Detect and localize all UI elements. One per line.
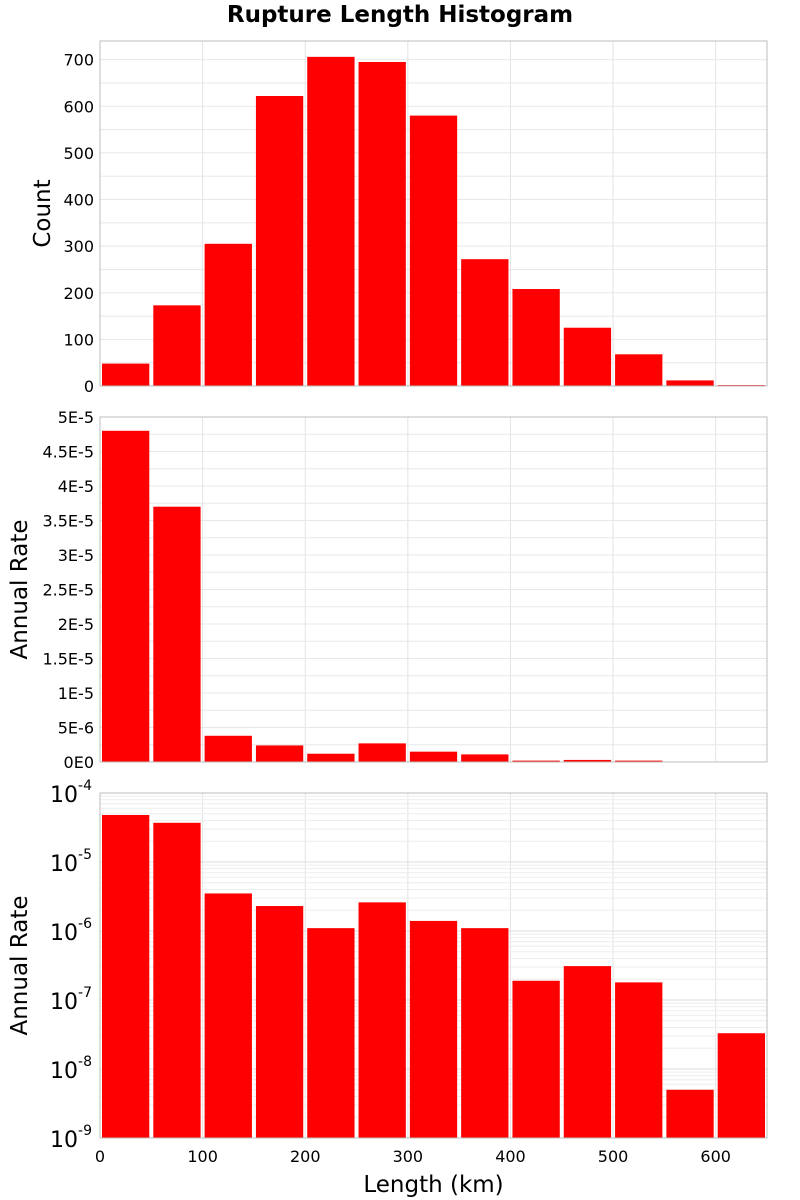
y-tick-exponent: -5	[78, 847, 92, 863]
panel-1: 0 100 200 300 400 500 600 700 Count	[30, 40, 768, 396]
bar	[204, 735, 252, 762]
y-tick-label: 0E0	[64, 753, 94, 772]
bar	[615, 354, 663, 386]
bar	[666, 1089, 714, 1138]
y-tick-label: 2E-5	[58, 615, 94, 634]
bar	[153, 506, 201, 762]
y-tick-exponent: -4	[78, 778, 92, 794]
y-tick-label: 5E-5	[58, 408, 94, 427]
bar	[204, 243, 252, 386]
bar	[461, 928, 509, 1138]
bar	[717, 1033, 765, 1138]
bar	[255, 906, 304, 1138]
y-tick-label: 0	[84, 377, 94, 396]
y-tick-label: 600	[63, 97, 94, 116]
y-tick-label: 1.5E-5	[42, 650, 94, 669]
bar	[512, 289, 560, 386]
y-axis-label: Count	[30, 179, 56, 247]
x-tick-label: 100	[187, 1147, 218, 1166]
y-tick-label: 3.5E-5	[42, 512, 94, 531]
y-tick-label: 10-9	[50, 1123, 92, 1153]
x-tick-label: 0	[95, 1147, 105, 1166]
bar	[563, 327, 612, 386]
bar	[563, 966, 612, 1138]
x-tick-label: 300	[393, 1147, 424, 1166]
bar	[102, 814, 150, 1138]
bar	[358, 61, 406, 386]
bar	[358, 902, 406, 1138]
y-tick-label: 500	[63, 144, 94, 163]
bar	[204, 893, 252, 1138]
chart-title: Rupture Length Histogram	[226, 2, 574, 28]
bar	[102, 430, 150, 762]
bar	[666, 380, 714, 386]
bar	[461, 754, 509, 762]
bar	[409, 751, 458, 762]
bar	[307, 56, 355, 387]
x-tick-label: 500	[598, 1147, 629, 1166]
y-tick-label: 1E-5	[58, 684, 94, 703]
y-tick-label: 5E-6	[58, 719, 94, 738]
y-tick-label: 10-6	[50, 916, 92, 946]
y-tick-label: 10-7	[50, 985, 92, 1015]
y-tick-label: 100	[63, 330, 94, 349]
y-tick-exponent: -6	[78, 916, 92, 932]
y-tick-label: 700	[63, 51, 94, 70]
bar	[255, 745, 304, 762]
bar	[512, 760, 560, 762]
y-axis-label: Annual Rate	[7, 520, 33, 660]
bar	[307, 753, 355, 762]
bar	[255, 96, 304, 386]
x-axis-label: Length (km)	[363, 1172, 503, 1198]
y-tick-label: 10-8	[50, 1054, 92, 1084]
y-tick-label: 200	[63, 284, 94, 303]
y-tick-label: 2.5E-5	[42, 581, 94, 600]
y-axis-label: Annual Rate	[7, 896, 33, 1036]
x-tick-label: 600	[700, 1147, 731, 1166]
bar	[307, 928, 355, 1138]
bar	[563, 759, 612, 762]
bar	[409, 115, 458, 386]
panel-2: 0E0 5E-6 1E-5 1.5E-5 2E-5 2.5E-5 3E-5 3.5E-5 4E-…	[7, 408, 768, 772]
x-tick-label: 400	[495, 1147, 526, 1166]
y-tick-label: 10-4	[50, 778, 92, 808]
bar	[153, 822, 201, 1138]
x-tick-label: 200	[290, 1147, 321, 1166]
plot-frame	[99, 792, 768, 1139]
y-tick-exponent: -8	[78, 1054, 92, 1070]
bar	[461, 259, 509, 386]
y-tick-label: 4E-5	[58, 477, 94, 496]
plot-frame	[99, 40, 768, 387]
y-tick-label: 4.5E-5	[42, 443, 94, 462]
y-tick-label: 10-5	[50, 847, 92, 877]
y-tick-label: 400	[63, 191, 94, 210]
y-tick-exponent: -9	[78, 1123, 92, 1139]
bar	[615, 760, 663, 762]
bar	[358, 743, 406, 762]
bar	[102, 363, 150, 386]
panel-3: 10-9 10-8 10-7 10-6 10-5 10-4 Annual Rate 0 100 2…	[7, 778, 768, 1198]
bar	[615, 982, 663, 1138]
y-tick-label: 3E-5	[58, 546, 94, 565]
y-tick-exponent: -7	[78, 985, 92, 1001]
bar	[409, 920, 458, 1138]
bar	[153, 305, 201, 386]
y-tick-label: 300	[63, 237, 94, 256]
bar	[512, 980, 560, 1138]
plot-frame	[99, 416, 768, 763]
